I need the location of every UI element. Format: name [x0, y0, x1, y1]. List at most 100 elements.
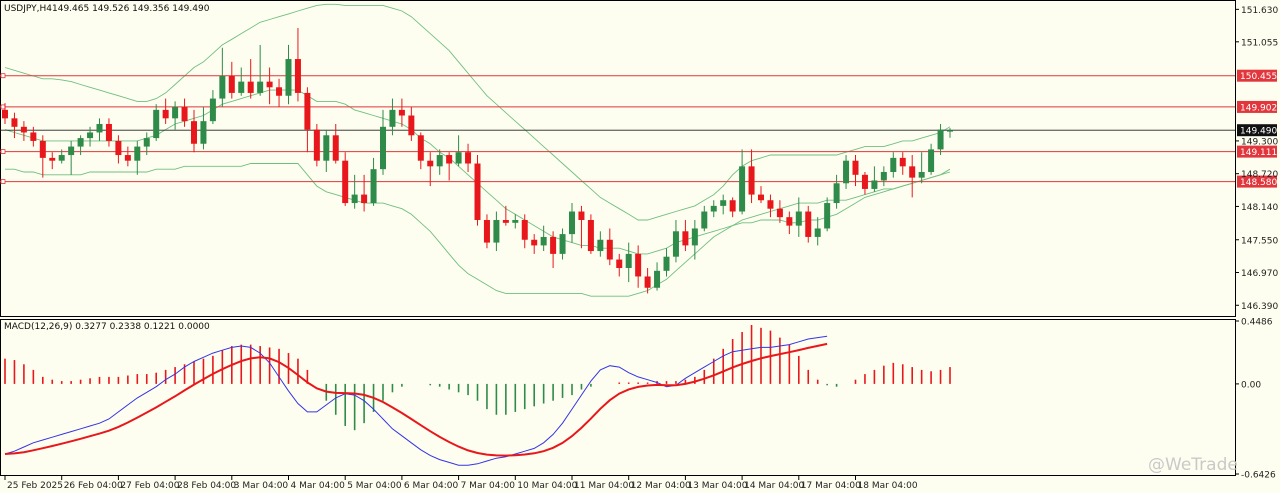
candle: [531, 234, 538, 254]
candle: [68, 140, 75, 175]
candle-body: [672, 231, 679, 257]
candle: [370, 157, 377, 206]
candle: [124, 146, 131, 167]
candle-body: [758, 194, 764, 201]
candle: [786, 211, 793, 235]
macd-panel[interactable]: 0.4486 0.00 -0.6426 MACD(12,26,9) 0.3277 0…: [0, 318, 1277, 481]
time-tick-label: 28 Feb 04:00: [177, 481, 236, 491]
candle: [909, 155, 916, 198]
candle: [776, 200, 783, 223]
candle: [294, 27, 301, 102]
candle: [134, 140, 141, 175]
candle: [285, 44, 292, 105]
candle-body: [219, 75, 226, 99]
candle-body: [455, 152, 462, 164]
candle-body: [654, 270, 661, 288]
candle: [11, 112, 18, 139]
candle-body: [578, 211, 585, 220]
candle-body: [776, 208, 783, 218]
candle: [644, 267, 651, 294]
candle: [446, 152, 453, 181]
candle-body: [710, 205, 717, 212]
candle: [87, 126, 94, 147]
price-panel[interactable]: 150.455 149.902 149.111 148.580 149.490 151.6…: [0, 0, 1278, 317]
candle-body: [20, 126, 27, 133]
candle-body: [228, 75, 235, 93]
time-tick-label: 26 Feb 04:00: [64, 481, 123, 491]
candle: [427, 152, 434, 187]
candle: [361, 174, 368, 212]
candle-body: [124, 155, 131, 161]
candle: [512, 214, 519, 229]
candle: [720, 194, 727, 215]
candle: [20, 121, 27, 141]
candle-body: [720, 200, 727, 206]
price-tick-label: 146.390: [1241, 302, 1278, 312]
price-tick-label: 151.630: [1241, 6, 1278, 16]
candle: [219, 47, 226, 108]
candle-body: [361, 194, 368, 204]
candle: [380, 109, 386, 175]
candle: [947, 128, 953, 138]
macd-panel-frame: [0, 319, 1236, 476]
candle: [332, 123, 339, 164]
macd-tick-label: 0.00: [1241, 380, 1261, 390]
candle-body: [77, 138, 84, 147]
candle-body: [323, 135, 330, 161]
time-tick-label: 11 Mar 04:00: [574, 481, 634, 491]
time-tick-label: 5 Mar 04:00: [347, 481, 402, 491]
candle: [465, 143, 472, 172]
candle: [616, 253, 623, 277]
candle-body: [748, 166, 755, 195]
candle-body: [105, 123, 112, 141]
candle: [49, 152, 56, 170]
candle-body: [701, 211, 708, 229]
level-marker: [0, 104, 6, 110]
candle: [550, 231, 557, 268]
candle: [96, 118, 103, 141]
candlesticks: [2, 27, 953, 294]
candle: [493, 211, 500, 252]
candle: [162, 98, 169, 124]
symbol-label: USDJPY,H4: [4, 4, 52, 14]
candle-body: [408, 115, 415, 136]
candle-body: [181, 107, 188, 122]
candle-body: [87, 132, 94, 139]
candle-body: [294, 59, 301, 93]
candle-body: [2, 109, 8, 119]
candle: [682, 219, 689, 252]
candle-body: [540, 236, 547, 246]
candle: [313, 123, 320, 167]
candle-body: [398, 109, 405, 116]
level-price-tag: [1237, 175, 1277, 188]
candle: [918, 152, 925, 184]
candle: [748, 149, 755, 204]
candle-body: [833, 183, 840, 204]
candle-body: [880, 171, 887, 181]
candle-body: [569, 211, 575, 235]
candle: [928, 143, 935, 175]
candle-body: [824, 203, 831, 229]
candle: [39, 135, 46, 178]
candle-body: [852, 160, 859, 175]
ohlc-label: 149.465 149.526 149.356 149.490: [52, 4, 210, 14]
candle-body: [767, 200, 774, 209]
candle-body: [276, 87, 283, 96]
candle-body: [200, 121, 207, 144]
candle-body: [380, 126, 386, 170]
candle-body: [304, 92, 311, 130]
candle-body: [285, 59, 292, 96]
candle-body: [644, 276, 651, 288]
candle-body: [30, 132, 37, 141]
time-tick-label: 7 Mar 04:00: [461, 481, 516, 491]
candle-body: [682, 231, 689, 246]
candle-body: [191, 121, 197, 144]
candle-body: [871, 180, 878, 189]
candle-body: [465, 152, 472, 164]
time-tick-label: 3 Mar 04:00: [234, 481, 289, 491]
candle-body: [351, 194, 358, 204]
time-tick-label: 10 Mar 04:00: [517, 481, 577, 491]
candle: [483, 214, 490, 249]
candle-body: [446, 155, 453, 164]
